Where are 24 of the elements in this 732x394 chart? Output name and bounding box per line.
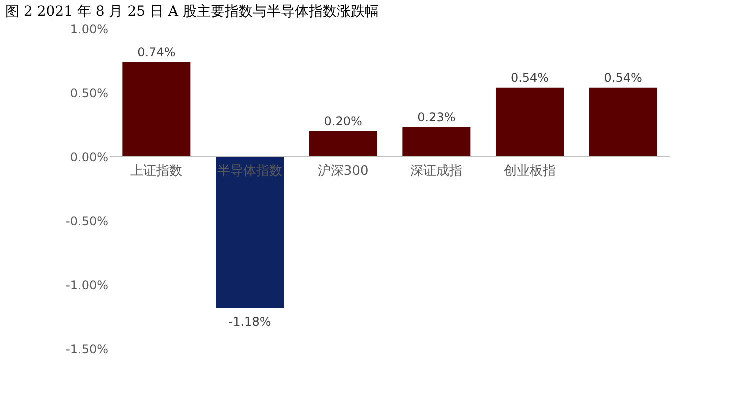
data-label: -1.18% [228, 315, 272, 330]
data-label: 0.23% [418, 110, 456, 125]
data-label: 0.54% [510, 70, 550, 85]
y-tick-label: -0.50% [66, 214, 108, 228]
bar [589, 88, 658, 157]
data-label: 0.54% [604, 70, 642, 85]
x-tick-label: 上证指数 [130, 164, 183, 179]
y-tick-label: -1.50% [66, 342, 108, 356]
y-tick-label: 1.00% [70, 22, 108, 36]
bar [496, 88, 564, 157]
y-tick-label: -1.00% [66, 278, 108, 292]
chart-title: 图 2 2021 年 8 月 25 日 A 股主要指数与半导体指数涨跌幅 [6, 4, 379, 20]
bar [122, 62, 191, 157]
x-tick-label: 半导体指数 [218, 164, 282, 179]
bar [402, 128, 471, 157]
x-tick-label: 深证成指 [410, 164, 463, 179]
data-label: 0.20% [324, 114, 362, 128]
bar [216, 157, 284, 308]
x-tick-label: 创业板指 [504, 164, 556, 179]
x-tick-label: 沪深300 [318, 163, 369, 179]
bar [309, 131, 378, 157]
y-tick-label: 0.00% [70, 150, 108, 164]
data-label: 0.74% [138, 45, 176, 60]
y-tick-label: 0.50% [70, 86, 108, 100]
